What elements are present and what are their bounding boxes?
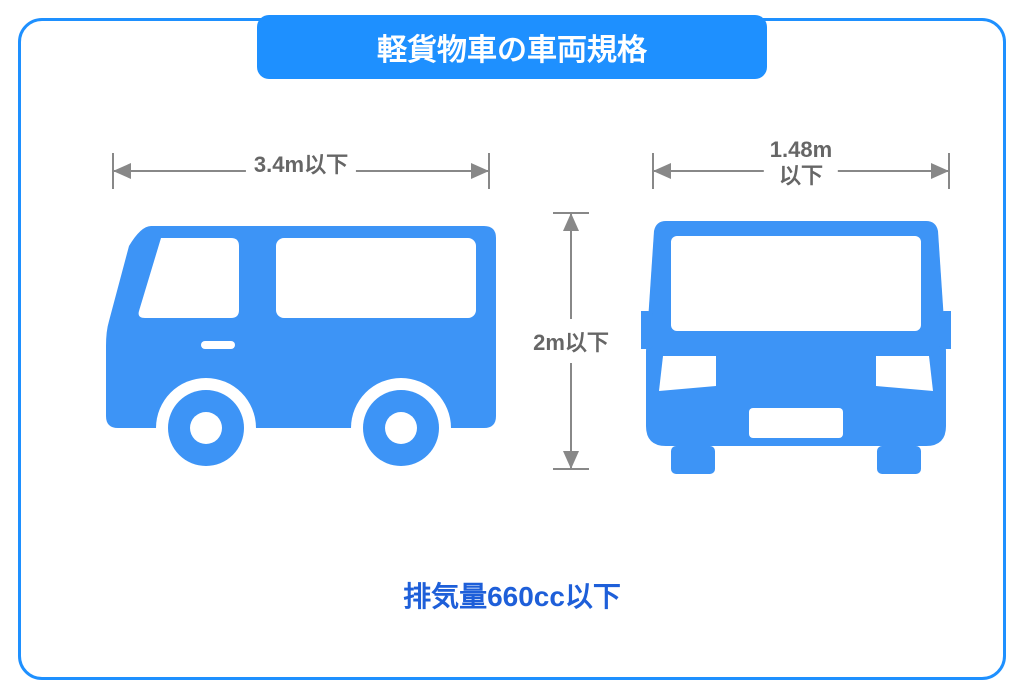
- width-label-line2: 以下: [779, 163, 823, 188]
- dimension-width: 1.48m 以下: [651, 151, 951, 196]
- van-front-icon: [641, 216, 951, 481]
- vehicle-side-view: [101, 216, 501, 481]
- engine-displacement-text: 排気量660cc以下: [403, 575, 621, 615]
- height-label: 2m以下: [533, 319, 609, 363]
- vehicle-front-view: [641, 216, 951, 481]
- van-side-icon: [101, 216, 501, 481]
- width-label: 1.48m 以下: [764, 137, 838, 190]
- content-area: 3.4m以下 1.48m 以下: [61, 131, 963, 637]
- dimension-height: 2m以下: [551, 211, 591, 471]
- width-label-line1: 1.48m: [770, 137, 832, 162]
- dimension-length: 3.4m以下: [111, 151, 491, 191]
- title-text: 軽貨物車の車両規格: [377, 34, 647, 67]
- title-banner: 軽貨物車の車両規格: [257, 15, 767, 79]
- main-frame: 軽貨物車の車両規格 3.4m以下 1.48m: [18, 18, 1006, 680]
- length-label: 3.4m以下: [246, 147, 356, 179]
